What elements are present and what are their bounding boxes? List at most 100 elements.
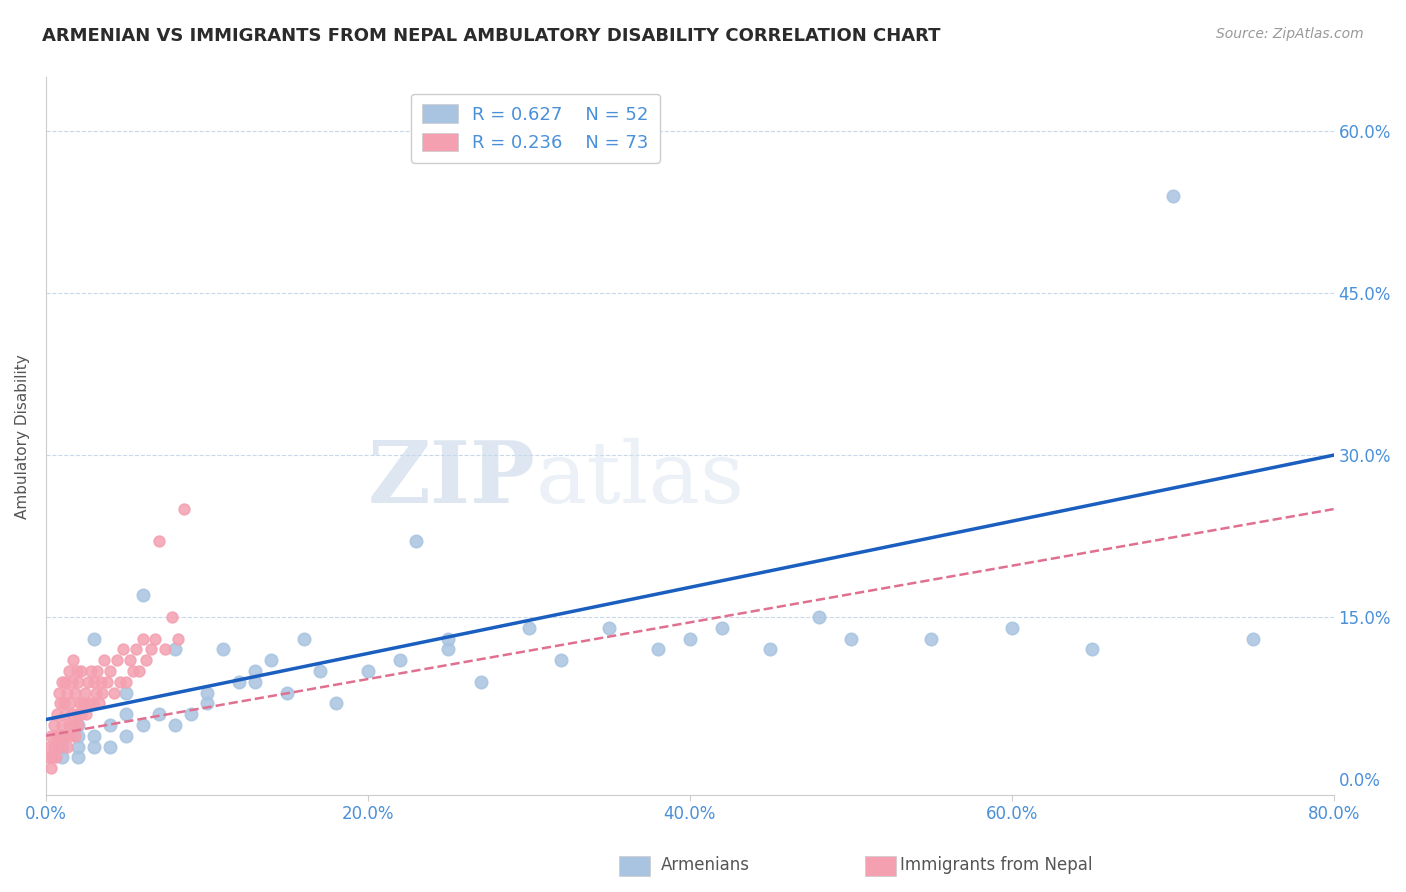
Point: [647, 642, 669, 657]
Point: [153, 642, 176, 657]
Point: [118, 653, 141, 667]
Point: [67, 729, 90, 743]
Point: [308, 664, 330, 678]
Point: [93, 653, 115, 667]
Point: [67, 718, 90, 732]
Point: [920, 632, 942, 646]
Point: [83, 674, 105, 689]
Point: [437, 632, 460, 646]
Point: [86, 664, 108, 678]
Point: [65, 707, 87, 722]
Point: [51, 750, 73, 764]
Point: [48, 739, 70, 754]
Point: [69, 696, 91, 710]
Point: [46, 707, 69, 722]
Point: [276, 685, 298, 699]
Point: [260, 653, 283, 667]
Point: [67, 750, 90, 764]
Point: [679, 632, 702, 646]
Point: [82, 696, 104, 710]
Text: Immigrants from Nepal: Immigrants from Nepal: [900, 856, 1092, 874]
Point: [115, 707, 138, 722]
Point: [70, 707, 93, 722]
Text: ZIP: ZIP: [367, 437, 536, 521]
Point: [65, 664, 87, 678]
Point: [711, 621, 734, 635]
Point: [52, 729, 75, 743]
Point: [128, 664, 150, 678]
Point: [108, 674, 131, 689]
Point: [59, 729, 82, 743]
Point: [84, 685, 107, 699]
Point: [357, 664, 380, 678]
Point: [135, 653, 157, 667]
Point: [39, 729, 62, 743]
Point: [72, 696, 94, 710]
Point: [759, 642, 782, 657]
Point: [125, 642, 148, 657]
Point: [79, 696, 101, 710]
Point: [42, 718, 65, 732]
Point: [131, 632, 153, 646]
Y-axis label: Ambulatory Disability: Ambulatory Disability: [15, 354, 30, 518]
Point: [405, 534, 427, 549]
Point: [245, 664, 267, 678]
Point: [115, 729, 138, 743]
Point: [48, 685, 70, 699]
Point: [45, 729, 67, 743]
Point: [389, 653, 412, 667]
Point: [437, 642, 460, 657]
Point: [139, 642, 162, 657]
Point: [56, 685, 79, 699]
Point: [598, 621, 620, 635]
Point: [325, 696, 347, 710]
Point: [807, 610, 830, 624]
Point: [80, 664, 103, 678]
Point: [42, 739, 65, 754]
Point: [163, 718, 186, 732]
Point: [49, 729, 72, 743]
Point: [112, 642, 135, 657]
Point: [122, 664, 145, 678]
Point: [98, 664, 121, 678]
Point: [83, 729, 105, 743]
Point: [51, 739, 73, 754]
Point: [41, 750, 63, 764]
Text: Armenians: Armenians: [661, 856, 749, 874]
Point: [131, 589, 153, 603]
Point: [90, 674, 112, 689]
Legend: R = 0.627    N = 52, R = 0.236    N = 73: R = 0.627 N = 52, R = 0.236 N = 73: [411, 94, 659, 163]
Point: [1161, 189, 1184, 203]
Point: [1241, 632, 1264, 646]
Point: [73, 685, 96, 699]
Point: [103, 685, 125, 699]
Point: [51, 729, 73, 743]
Point: [180, 707, 202, 722]
Point: [63, 729, 86, 743]
Point: [145, 632, 167, 646]
Point: [470, 674, 492, 689]
Text: Source: ZipAtlas.com: Source: ZipAtlas.com: [1216, 27, 1364, 41]
Point: [839, 632, 862, 646]
Point: [53, 707, 76, 722]
Point: [1001, 621, 1024, 635]
Point: [160, 610, 183, 624]
Point: [83, 739, 105, 754]
Point: [53, 674, 76, 689]
Point: [58, 664, 80, 678]
Point: [212, 642, 235, 657]
Point: [1081, 642, 1104, 657]
Point: [87, 696, 110, 710]
Point: [292, 632, 315, 646]
Point: [517, 621, 540, 635]
Point: [62, 653, 84, 667]
Point: [148, 707, 170, 722]
Point: [67, 718, 90, 732]
Point: [131, 718, 153, 732]
Point: [75, 707, 97, 722]
Point: [63, 685, 86, 699]
Point: [195, 685, 218, 699]
Point: [91, 685, 114, 699]
Point: [115, 674, 138, 689]
Point: [67, 739, 90, 754]
